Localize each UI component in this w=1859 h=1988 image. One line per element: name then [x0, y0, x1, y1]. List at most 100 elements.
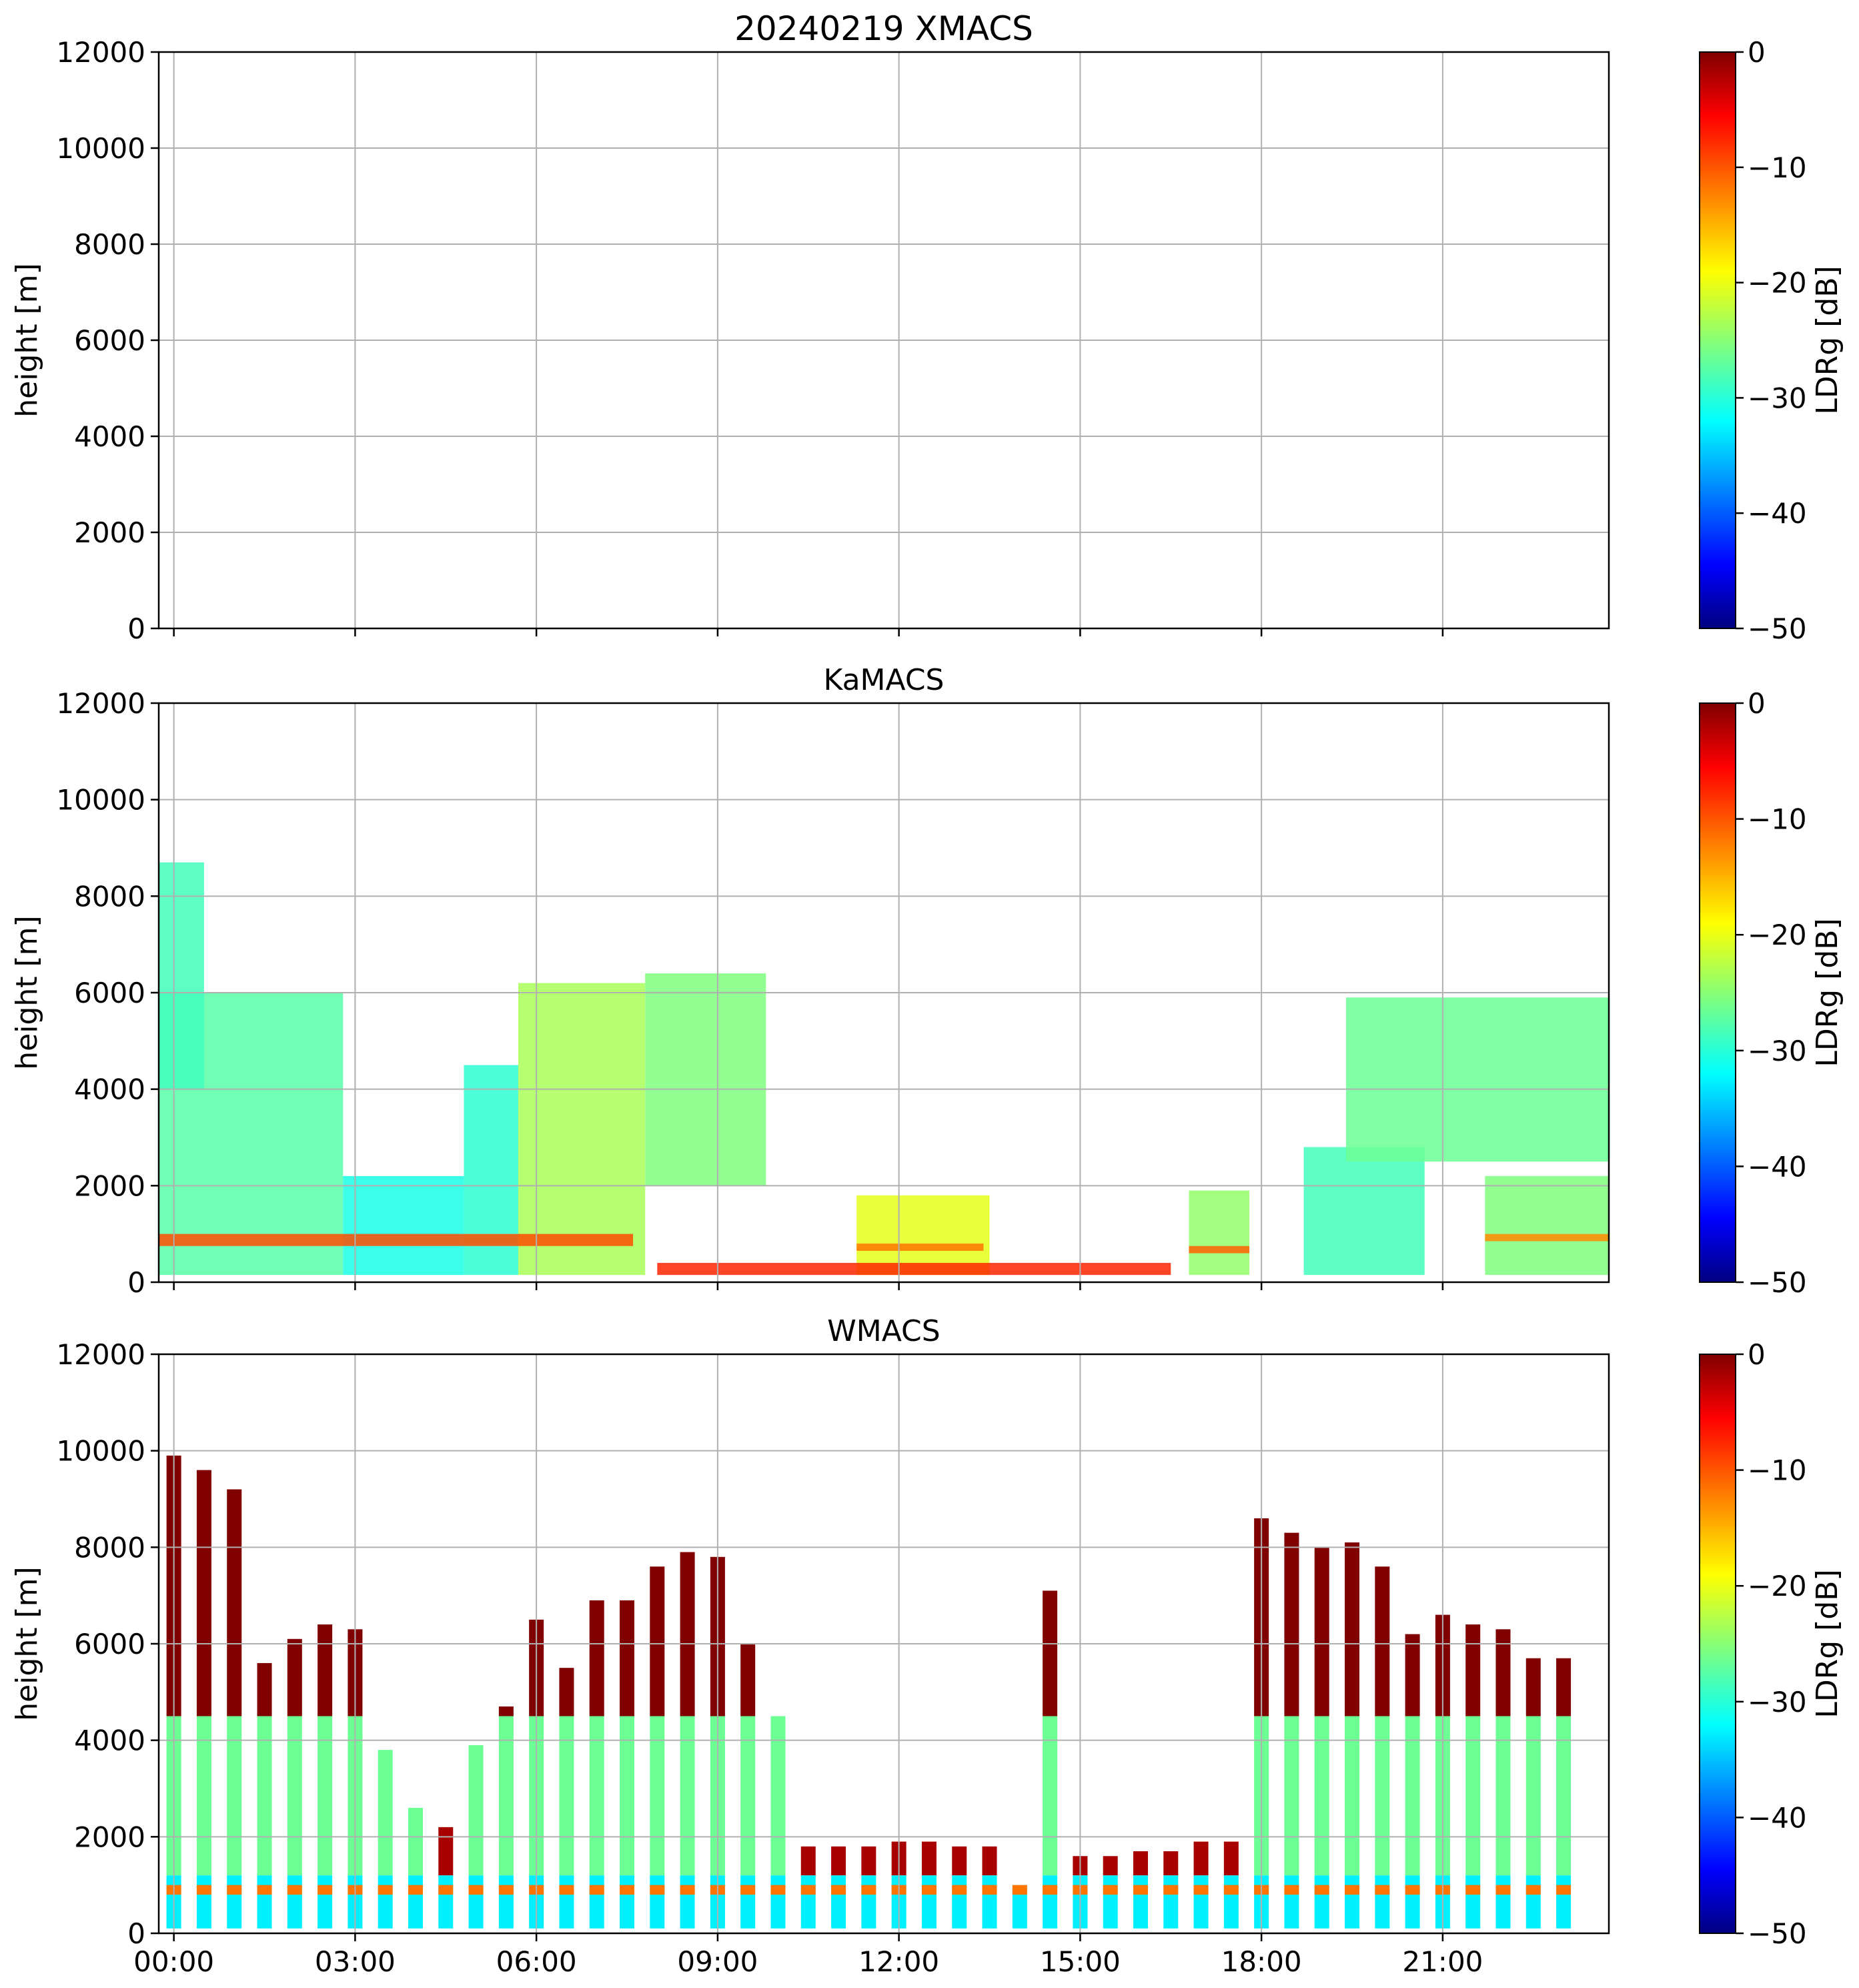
echo-column-middle: [680, 1716, 695, 1876]
y-tick-label: 4000: [74, 1073, 145, 1106]
echo-column-upper: [227, 1489, 242, 1716]
echo-column-lower: [1465, 1875, 1481, 1929]
x-tick-label: 21:00: [1402, 1945, 1483, 1978]
colorbar-tick-label: −10: [1748, 151, 1807, 184]
wmacs-data: [166, 1455, 1572, 1929]
echo-column-middle: [408, 1807, 423, 1876]
wmacs-ticks: 0 2000 4000 6000 8000 10000 12000: [56, 1338, 1444, 1950]
xmacs-colorbar: [1699, 51, 1736, 629]
kamacs-ylabel: height [m]: [10, 915, 44, 1069]
xmacs-ticks: 0 2000 4000 6000 8000 10000 12000: [56, 36, 1444, 645]
echo-column-upper: [498, 1706, 514, 1716]
echo-column-meltlayer: [650, 1885, 665, 1895]
echo-column-meltlayer: [1103, 1885, 1118, 1895]
colorbar-tick-label: 0: [1748, 36, 1766, 69]
x-tick-label: 18:00: [1221, 1945, 1302, 1978]
echo-column-middle: [318, 1716, 333, 1876]
echo-column-upper: [287, 1638, 302, 1716]
y-tick-label: 6000: [74, 977, 145, 1009]
xmacs-colorbar-ticks: 0 −10 −20 −30 −40 −50: [1736, 36, 1807, 645]
echo-column-middle: [1495, 1716, 1511, 1876]
echo-region: [159, 1233, 634, 1246]
echo-column-lower: [1103, 1875, 1118, 1929]
echo-column-meltlayer: [1405, 1885, 1420, 1895]
echo-column-upper: [1314, 1547, 1329, 1716]
echo-column-upper: [318, 1624, 333, 1716]
y-tick-label: 8000: [74, 880, 145, 913]
echo-column-meltlayer: [1284, 1885, 1299, 1895]
echo-column-lower: [408, 1875, 423, 1929]
y-tick-label: 10000: [56, 132, 145, 165]
echo-column-meltlayer: [287, 1885, 302, 1895]
echo-column-lower: [1525, 1875, 1541, 1929]
echo-column-middle: [589, 1716, 604, 1876]
echo-region: [645, 973, 766, 1186]
echo-column-middle: [952, 1846, 967, 1876]
echo-column-upper: [1465, 1624, 1481, 1716]
y-tick-label: 4000: [74, 1724, 145, 1757]
y-tick-label: 0: [127, 1266, 145, 1299]
kamacs-title: KaMACS: [824, 663, 945, 697]
echo-column-meltlayer: [861, 1885, 876, 1895]
echo-column-middle: [468, 1745, 484, 1876]
echo-column-upper: [650, 1566, 665, 1716]
echo-column-lower: [620, 1875, 635, 1929]
x-tick-label: 06:00: [496, 1945, 577, 1978]
echo-column-meltlayer: [1556, 1885, 1572, 1895]
echo-column-meltlayer: [1043, 1885, 1058, 1895]
echo-column-middle: [620, 1716, 635, 1876]
echo-column-lower: [287, 1875, 302, 1929]
echo-column-lower: [1284, 1875, 1299, 1929]
echo-column-lower: [468, 1875, 484, 1929]
echo-column-middle: [921, 1841, 937, 1876]
echo-column-upper: [1405, 1634, 1420, 1716]
kamacs-grid: [159, 703, 1609, 1282]
echo-column-middle: [1223, 1841, 1239, 1876]
echo-column-meltlayer: [1525, 1885, 1541, 1895]
echo-column-meltlayer: [1193, 1885, 1209, 1895]
echo-column-upper: [257, 1662, 272, 1716]
colorbar-tick-label: −50: [1748, 1917, 1807, 1950]
echo-column-meltlayer: [831, 1885, 846, 1895]
echo-column-upper: [680, 1552, 695, 1716]
x-tick-label: 15:00: [1040, 1945, 1121, 1978]
echo-region: [343, 1175, 464, 1276]
echo-column-middle: [227, 1716, 242, 1876]
y-tick-label: 4000: [74, 420, 145, 453]
echo-column-lower: [1163, 1875, 1179, 1929]
colorbar-tick-label: −50: [1748, 612, 1807, 645]
echo-column-lower: [559, 1875, 574, 1929]
xmacs-colorbar-label: LDRg [dB]: [1810, 266, 1844, 414]
colorbar-tick-label: −20: [1748, 267, 1807, 300]
echo-column-lower: [1012, 1885, 1027, 1929]
y-tick-label: 12000: [56, 36, 145, 69]
wmacs-colorbar-ticks: 0 −10 −20 −30 −40 −50: [1736, 1338, 1807, 1950]
echo-column-upper: [1284, 1532, 1299, 1716]
echo-column-meltlayer: [589, 1885, 604, 1895]
echo-region: [1485, 1233, 1609, 1241]
echo-region: [1303, 1147, 1425, 1276]
echo-column-middle: [287, 1716, 302, 1876]
echo-column-lower: [498, 1875, 514, 1929]
echo-column-middle: [196, 1716, 211, 1876]
echo-column-meltlayer: [1133, 1885, 1148, 1895]
echo-column-lower: [680, 1875, 695, 1929]
echo-column-meltlayer: [1375, 1885, 1390, 1895]
xmacs-grid: [159, 52, 1609, 628]
colorbar-tick-label: −40: [1748, 497, 1807, 530]
echo-column-middle: [1103, 1856, 1118, 1876]
echo-column-meltlayer: [498, 1885, 514, 1895]
x-tick-label: 03:00: [315, 1945, 396, 1978]
y-tick-label: 2000: [74, 516, 145, 549]
echo-column-lower: [921, 1875, 937, 1929]
y-tick-label: 0: [127, 612, 145, 645]
echo-column-meltlayer: [620, 1885, 635, 1895]
echo-column-middle: [1345, 1716, 1360, 1876]
echo-column-lower: [1375, 1875, 1390, 1929]
echo-region: [518, 983, 646, 1276]
echo-column-middle: [559, 1716, 574, 1876]
echo-column-lower: [196, 1875, 211, 1929]
wmacs-colorbar: [1699, 1354, 1736, 1934]
echo-column-upper: [196, 1470, 211, 1716]
colorbar-tick-label: −10: [1748, 1454, 1807, 1487]
